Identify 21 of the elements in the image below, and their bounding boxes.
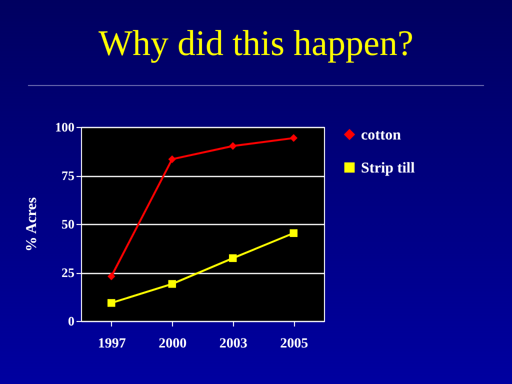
point xyxy=(229,254,237,262)
y-tick-label: 0 xyxy=(68,314,74,328)
point xyxy=(168,155,176,164)
y-tick-label: 25 xyxy=(62,265,75,280)
x-tick-label: 2005 xyxy=(280,336,308,352)
x-tick-label: 2000 xyxy=(158,336,187,352)
x-tick-label: 2003 xyxy=(219,336,248,352)
point xyxy=(290,134,298,142)
legend-label: cotton xyxy=(361,128,402,144)
y-tick-label: 100 xyxy=(55,120,74,134)
point xyxy=(108,299,116,307)
x-tick-label: 1997 xyxy=(98,336,126,352)
legend-label: Strip till xyxy=(361,160,415,176)
y-tick-label: 75 xyxy=(62,168,75,183)
y-tick-label: 50 xyxy=(62,216,74,232)
point xyxy=(108,272,116,280)
chart-title: Why did this happen? xyxy=(98,22,414,64)
point xyxy=(290,229,298,237)
point xyxy=(168,280,176,288)
point xyxy=(229,142,237,150)
y-axis-title: % Acres xyxy=(24,197,40,252)
